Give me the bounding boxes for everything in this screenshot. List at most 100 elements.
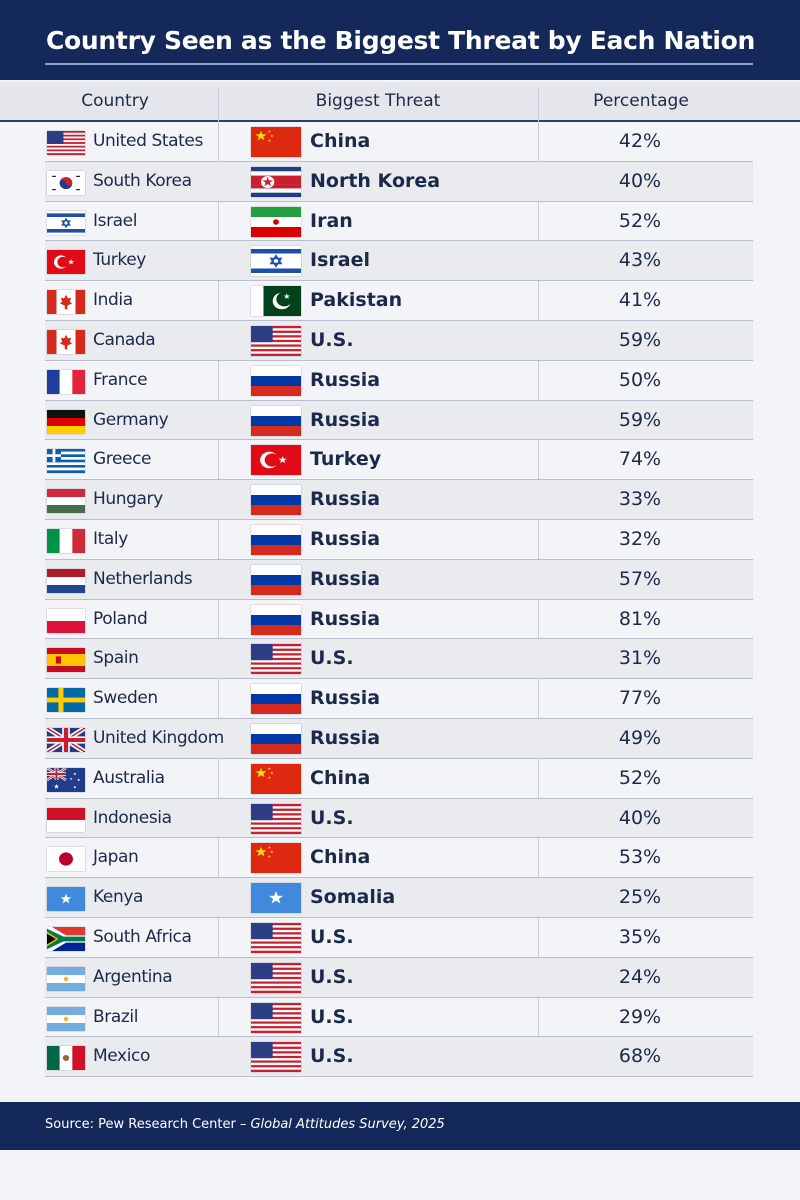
percentage: 52%	[618, 766, 662, 789]
flag-shape	[53, 783, 60, 789]
flag-shape	[255, 130, 267, 141]
flag-shape	[251, 965, 301, 968]
threat: Russia	[310, 687, 381, 710]
flag-shape	[251, 1014, 301, 1017]
flag-shape	[251, 624, 301, 635]
flag-shape	[251, 1058, 301, 1061]
table-row: South Africa U.S. 35%	[45, 918, 753, 958]
flag-shape	[273, 218, 279, 225]
flag-shape	[52, 188, 56, 190]
flag-shape	[251, 723, 301, 735]
threat: China	[310, 846, 371, 869]
flag-shape	[76, 188, 80, 190]
table-header: Country Biggest Threat Percentage	[0, 82, 800, 122]
flag-shape	[251, 665, 301, 668]
flag-shape	[47, 134, 85, 137]
percentage: 41%	[618, 289, 662, 312]
percentage: 68%	[618, 1045, 662, 1068]
threat: U.S.	[310, 806, 354, 829]
table-row: Italy Russia 32%	[45, 520, 753, 560]
flag-shape	[251, 1049, 301, 1052]
flag-shape	[278, 456, 287, 464]
country: Mexico	[93, 1046, 150, 1067]
flag	[251, 206, 301, 237]
flag-shape	[251, 188, 301, 193]
flag	[47, 369, 85, 394]
flag-shape	[251, 936, 301, 940]
flag-shape	[47, 145, 85, 148]
flag-shape	[59, 369, 73, 394]
table-row: Australia China 52%	[45, 759, 753, 799]
flag-shape	[251, 824, 301, 827]
flag-shape	[251, 929, 301, 933]
flag-shape	[47, 212, 85, 217]
flag-shape	[47, 497, 85, 506]
flag-shape	[267, 855, 271, 859]
flag-shape	[251, 828, 301, 832]
country: Sweden	[93, 688, 158, 709]
flag-shape	[61, 217, 71, 228]
country: Brazil	[93, 1006, 139, 1027]
flag-shape	[59, 294, 73, 310]
table-row: Greece Turkey 74%	[45, 440, 753, 481]
flag-shape	[251, 803, 301, 806]
flag-shape	[251, 831, 301, 834]
flag-shape	[251, 349, 301, 352]
flag-shape	[47, 138, 85, 141]
threat: Pakistan	[310, 289, 403, 312]
flag	[251, 286, 301, 317]
flag-shape	[59, 179, 73, 189]
percentage: 49%	[618, 726, 662, 749]
flag	[251, 405, 301, 436]
country: Israel	[93, 210, 138, 231]
flag-shape	[251, 962, 273, 979]
flag-shape	[251, 925, 301, 928]
flag-shape	[47, 452, 85, 455]
percentage: 50%	[618, 368, 662, 391]
flag-shape	[251, 962, 301, 966]
flag-shape	[251, 365, 301, 376]
flag-shape	[268, 891, 284, 904]
flag-shape	[251, 976, 301, 979]
flag-shape	[251, 1023, 301, 1026]
flag-shape	[77, 778, 81, 782]
flag-shape	[251, 1053, 301, 1057]
flag-shape	[47, 468, 85, 471]
flag	[47, 131, 85, 155]
table-body: United States China 42% South Korea North Ko…	[45, 122, 753, 1078]
flag-shape	[251, 325, 301, 329]
table-row: Indonesia U.S. 40%	[45, 798, 753, 839]
column-header: Country	[81, 91, 149, 111]
flag-shape	[72, 528, 85, 553]
source-text: Source: Pew Research Center –	[45, 1117, 247, 1132]
flag-shape	[47, 449, 85, 453]
flag-shape	[56, 329, 67, 354]
flag	[251, 485, 301, 516]
flag-shape	[251, 644, 273, 661]
flag-shape	[267, 130, 271, 133]
flag-shape	[251, 1070, 301, 1073]
table-row: France Russia 50%	[45, 361, 753, 401]
flag-shape	[251, 950, 301, 953]
flag	[251, 644, 301, 675]
flag-shape	[63, 1016, 69, 1021]
percentage: 32%	[618, 527, 662, 550]
flag-shape	[251, 939, 301, 942]
flag	[251, 246, 301, 277]
flag-shape	[47, 140, 85, 143]
flag	[47, 608, 85, 633]
title-bar: Country Seen as the Biggest Threat by Ea…	[0, 0, 800, 80]
flag-shape	[251, 922, 301, 926]
flag-shape	[251, 385, 301, 396]
flag-shape	[270, 850, 274, 854]
flag-shape	[47, 660, 85, 667]
flag-shape	[251, 826, 301, 830]
percentage: 25%	[618, 886, 662, 909]
flag-shape	[255, 767, 267, 777]
flag	[251, 604, 301, 635]
flag-shape	[60, 893, 72, 904]
table-row: Turkey Israel 43%	[45, 241, 753, 282]
flag-shape	[47, 149, 85, 152]
flag-shape	[72, 1046, 85, 1071]
